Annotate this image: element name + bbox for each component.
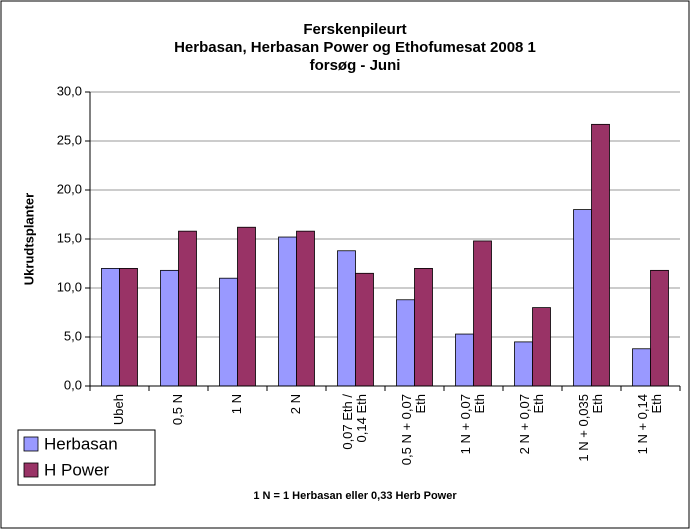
x-tick-label: 2 N + 0,07 <box>517 394 532 454</box>
legend-box <box>17 429 156 486</box>
y-tick-label: 25,0 <box>57 132 82 147</box>
x-tick-label: 0,07 Eth / <box>340 394 355 450</box>
bar <box>296 230 315 387</box>
x-tick-label: 1 N + 0,035 <box>576 394 591 462</box>
bar <box>455 333 474 387</box>
legend-label: Herbasan <box>44 434 118 453</box>
bar <box>650 269 669 387</box>
bar <box>101 267 120 387</box>
y-axis-label: Ukrudtsplanter <box>21 193 36 285</box>
bar <box>355 272 374 387</box>
x-tick-label: 2 N <box>288 394 303 414</box>
legend-label: H Power <box>44 460 110 479</box>
footnote: 1 N = 1 Herbasan eller 0,33 Herb Power <box>253 490 457 502</box>
y-tick-label: 10,0 <box>57 279 82 294</box>
x-tick-label: 1 N + 0,14 <box>635 394 650 454</box>
x-tick-label: 1 N + 0,07 <box>458 394 473 454</box>
x-tick-label: Eth <box>590 394 605 414</box>
x-tick-label: 0,5 N <box>170 394 185 425</box>
y-tick-label: 0,0 <box>64 377 82 392</box>
legend-swatch <box>23 436 39 452</box>
x-tick-label: 0,5 N + 0,07 <box>399 394 414 465</box>
bar <box>414 267 433 387</box>
x-tick-label: Eth <box>413 394 428 414</box>
x-tick-label: 1 N <box>229 394 244 414</box>
chart-title: forsøg - Juni <box>310 57 401 74</box>
bar <box>119 267 138 387</box>
bar <box>219 277 238 387</box>
x-tick-label: Eth <box>472 394 487 414</box>
bar <box>632 348 651 387</box>
x-tick-label: Ubeh <box>111 394 126 425</box>
legend-swatch <box>23 462 39 478</box>
bar <box>396 299 415 387</box>
bar <box>532 307 551 387</box>
x-tick-label: Eth <box>649 394 664 414</box>
bar <box>573 209 592 387</box>
x-tick-label: 0,14 Eth <box>354 394 369 442</box>
y-tick-label: 20,0 <box>57 181 82 196</box>
bar <box>591 123 610 387</box>
y-tick-label: 15,0 <box>57 230 82 245</box>
y-tick-label: 5,0 <box>64 328 82 343</box>
y-tick-label: 30,0 <box>57 83 82 98</box>
bar <box>160 269 179 387</box>
bar <box>337 250 356 387</box>
bar <box>278 236 297 387</box>
x-tick-label: Eth <box>531 394 546 414</box>
bar <box>237 226 256 387</box>
chart-title: Ferskenpileurt <box>303 21 406 38</box>
bar <box>473 240 492 387</box>
chart-title: Herbasan, Herbasan Power og Ethofumesat … <box>174 39 536 56</box>
bar <box>514 341 533 387</box>
bar <box>178 230 197 387</box>
